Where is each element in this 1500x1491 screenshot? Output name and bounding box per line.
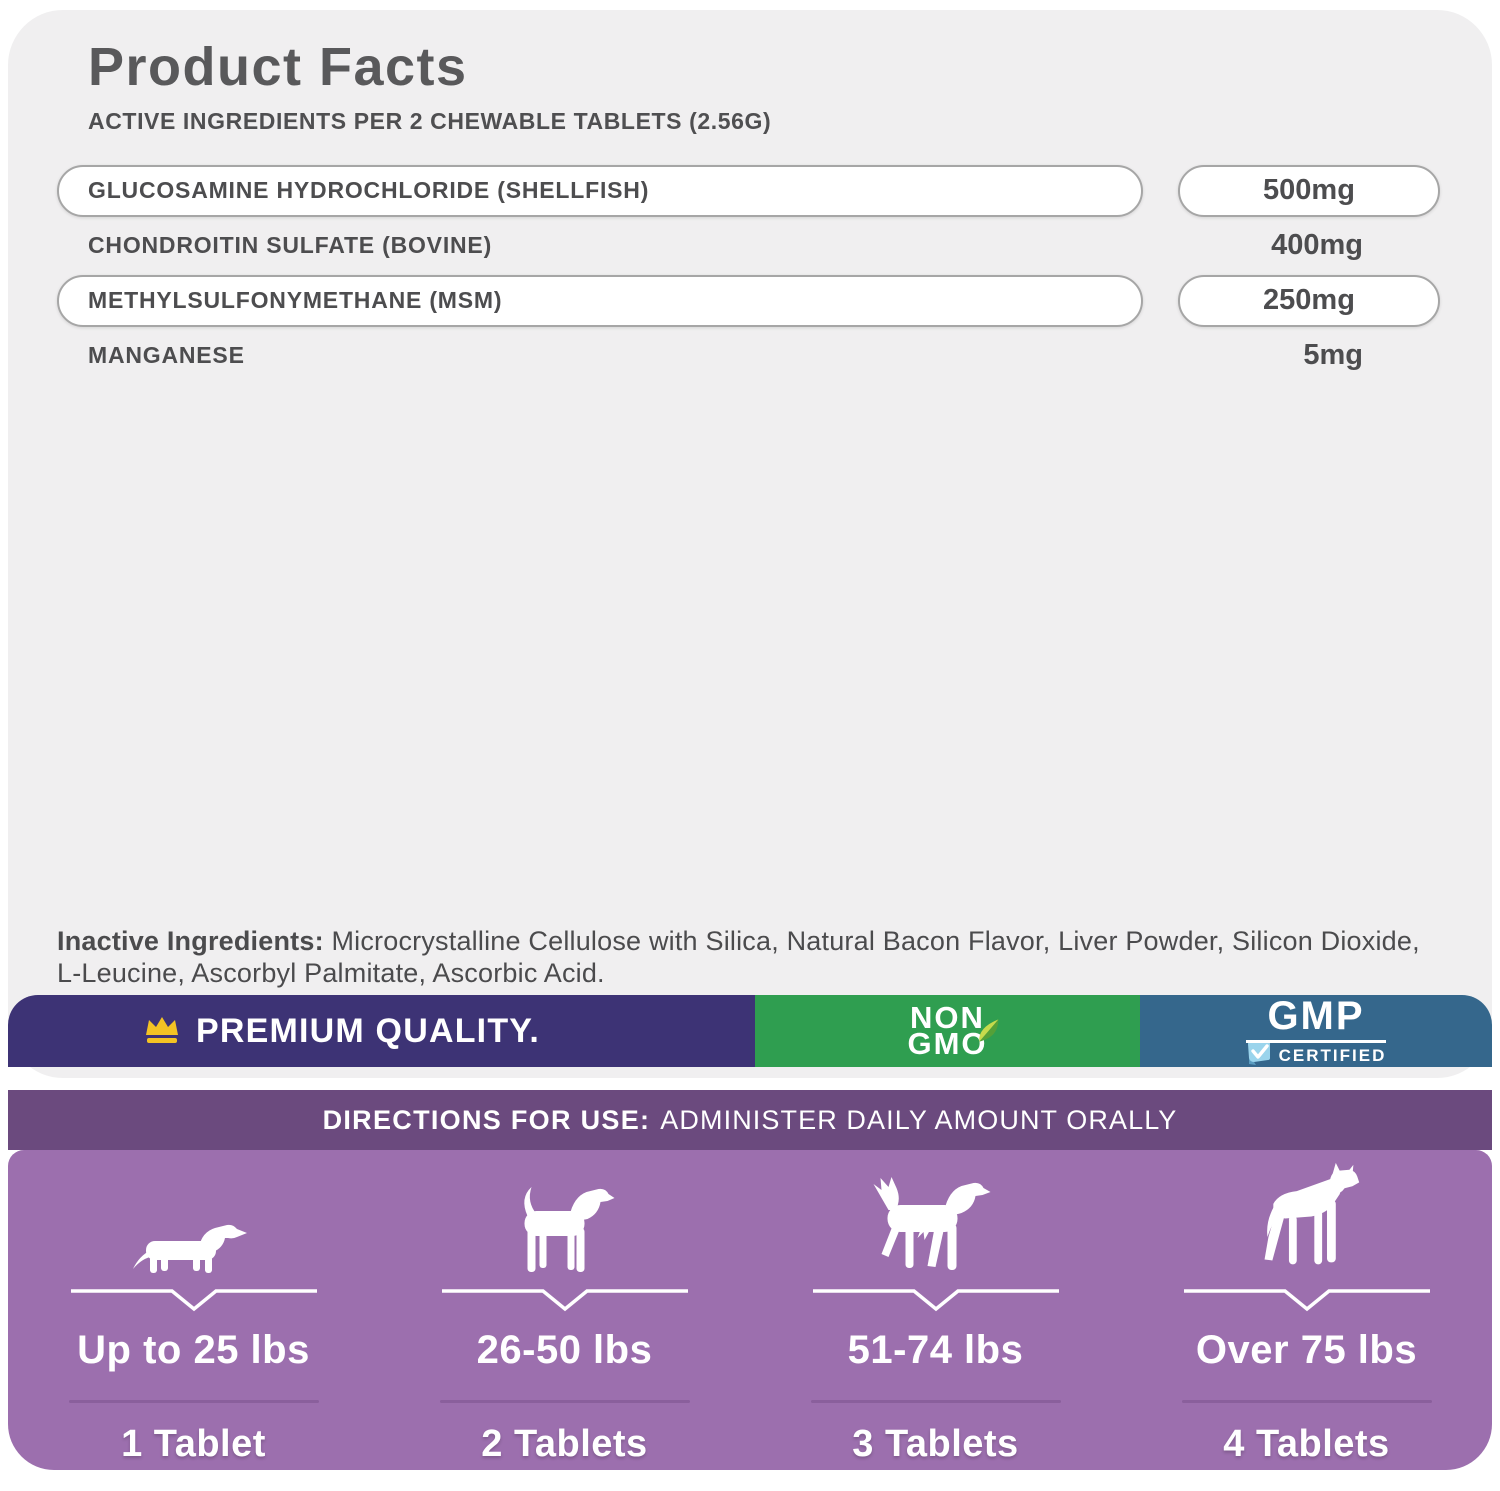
- weight-range: 26-50 lbs: [476, 1328, 653, 1372]
- table-row: METHYLSULFONYMETHANE (MSM) 250mg: [57, 273, 1440, 328]
- boxer-icon: [1264, 1162, 1359, 1265]
- divider: [439, 1400, 690, 1403]
- non-gmo-o: O: [961, 1019, 998, 1059]
- ingredient-amount: 500mg: [1263, 174, 1355, 206]
- divider: [68, 1400, 319, 1403]
- weight-range: 51-74 lbs: [847, 1328, 1024, 1372]
- dog-illustration: [1246, 1156, 1368, 1276]
- crown-icon: [145, 1017, 178, 1043]
- gmp-title: GMP: [1267, 994, 1365, 1038]
- table-row: MANGANESE 5mg: [57, 328, 1440, 383]
- directions-header-label: DIRECTIONS FOR USE:: [322, 1104, 651, 1135]
- ingredient-amount: 250mg: [1263, 284, 1355, 316]
- dosage-column-medium: 26-50 lbs 2 Tablets: [379, 1150, 750, 1470]
- dosage-column-small: Up to 25 lbs 1 Tablet: [8, 1150, 379, 1470]
- leaf-icon: [978, 1019, 998, 1042]
- ingredient-table: GLUCOSAMINE HYDROCHLORIDE (SHELLFISH) 50…: [57, 163, 1440, 383]
- beagle-icon: [523, 1187, 614, 1272]
- directions-header: DIRECTIONS FOR USE: ADMINISTER DAILY AMO…: [8, 1090, 1492, 1150]
- dosage-column-large: 51-74 lbs 3 Tablets: [750, 1150, 1121, 1470]
- divider: [1181, 1400, 1432, 1403]
- pointer-line: [441, 1289, 688, 1312]
- weight-range: Over 75 lbs: [1195, 1328, 1418, 1372]
- page-title: Product Facts: [88, 37, 468, 97]
- ingredient-name: GLUCOSAMINE HYDROCHLORIDE (SHELLFISH): [88, 177, 650, 203]
- non-gmo-badge: NON GMO: [755, 995, 1140, 1067]
- ingredient-amount-cell: 5mg: [1178, 330, 1440, 382]
- dose-amount: 3 Tablets: [852, 1423, 1019, 1465]
- inactive-ingredients-text: Microcrystalline Cellulose with Silica, …: [57, 926, 1420, 989]
- dog-illustration: [866, 1156, 1006, 1276]
- dose-amount: 4 Tablets: [1223, 1423, 1390, 1465]
- ingredient-amount-cell: 400mg: [1178, 220, 1440, 272]
- ingredient-name-cell: MANGANESE: [57, 330, 1143, 382]
- ingredient-amount-pill: 250mg: [1178, 274, 1440, 327]
- dog-illustration: [128, 1156, 260, 1276]
- dose-amount: 1 Tablet: [121, 1423, 266, 1465]
- weight-range: Up to 25 lbs: [77, 1328, 310, 1372]
- directions-header-text: ADMINISTER DAILY AMOUNT ORALLY: [660, 1104, 1178, 1135]
- dog-illustration: [506, 1156, 624, 1276]
- non-gmo-logo: NON GMO: [907, 1002, 998, 1059]
- gmp-certified-row: CERTIFIED: [1245, 1040, 1387, 1066]
- dose-amount: 2 Tablets: [481, 1423, 648, 1465]
- product-facts-card: Product Facts ACTIVE INGREDIENTS PER 2 C…: [8, 10, 1492, 1078]
- table-row: GLUCOSAMINE HYDROCHLORIDE (SHELLFISH) 50…: [57, 163, 1440, 218]
- pointer-line: [70, 1289, 317, 1312]
- table-row: CHONDROITIN SULFATE (BOVINE) 400mg: [57, 218, 1440, 273]
- badges-banner: PREMIUM QUALITY. NON GMO GMP CERTIFIED: [8, 995, 1492, 1067]
- retriever-icon: [873, 1177, 990, 1270]
- divider: [810, 1400, 1061, 1403]
- non-gmo-line2: GM: [907, 1026, 962, 1061]
- gmp-certified-label: CERTIFIED: [1278, 1046, 1387, 1065]
- active-ingredients-subtitle: ACTIVE INGREDIENTS PER 2 CHEWABLE TABLET…: [88, 108, 772, 134]
- ingredient-name-cell: CHONDROITIN SULFATE (BOVINE): [57, 220, 1143, 272]
- ingredient-amount-pill: 500mg: [1178, 164, 1440, 217]
- dachshund-icon: [132, 1224, 247, 1273]
- ingredient-name: METHYLSULFONYMETHANE (MSM): [88, 287, 503, 313]
- gmp-certified-badge: GMP CERTIFIED: [1140, 995, 1492, 1067]
- ingredient-name-pill: GLUCOSAMINE HYDROCHLORIDE (SHELLFISH): [57, 164, 1143, 217]
- premium-quality-label: PREMIUM QUALITY.: [195, 1011, 541, 1050]
- pointer-line: [812, 1289, 1059, 1312]
- ingredient-amount: 400mg: [1271, 229, 1363, 261]
- premium-quality-badge: PREMIUM QUALITY.: [8, 995, 755, 1067]
- ingredient-amount: 5mg: [1303, 339, 1363, 371]
- pointer-line: [1183, 1289, 1430, 1312]
- certified-check-icon: [1247, 1042, 1270, 1065]
- ingredient-name: MANGANESE: [88, 342, 245, 368]
- dosage-chart: Up to 25 lbs 1 Tablet 26-50 lbs: [8, 1150, 1492, 1470]
- non-gmo-line1: NON: [910, 1000, 985, 1035]
- ingredient-name-pill: METHYLSULFONYMETHANE (MSM): [57, 274, 1143, 327]
- inactive-ingredients: Inactive Ingredients: Microcrystalline C…: [57, 925, 1447, 990]
- ingredient-name: CHONDROITIN SULFATE (BOVINE): [88, 232, 493, 258]
- inactive-ingredients-label: Inactive Ingredients:: [57, 926, 324, 956]
- dosage-column-xlarge: Over 75 lbs 4 Tablets: [1121, 1150, 1492, 1470]
